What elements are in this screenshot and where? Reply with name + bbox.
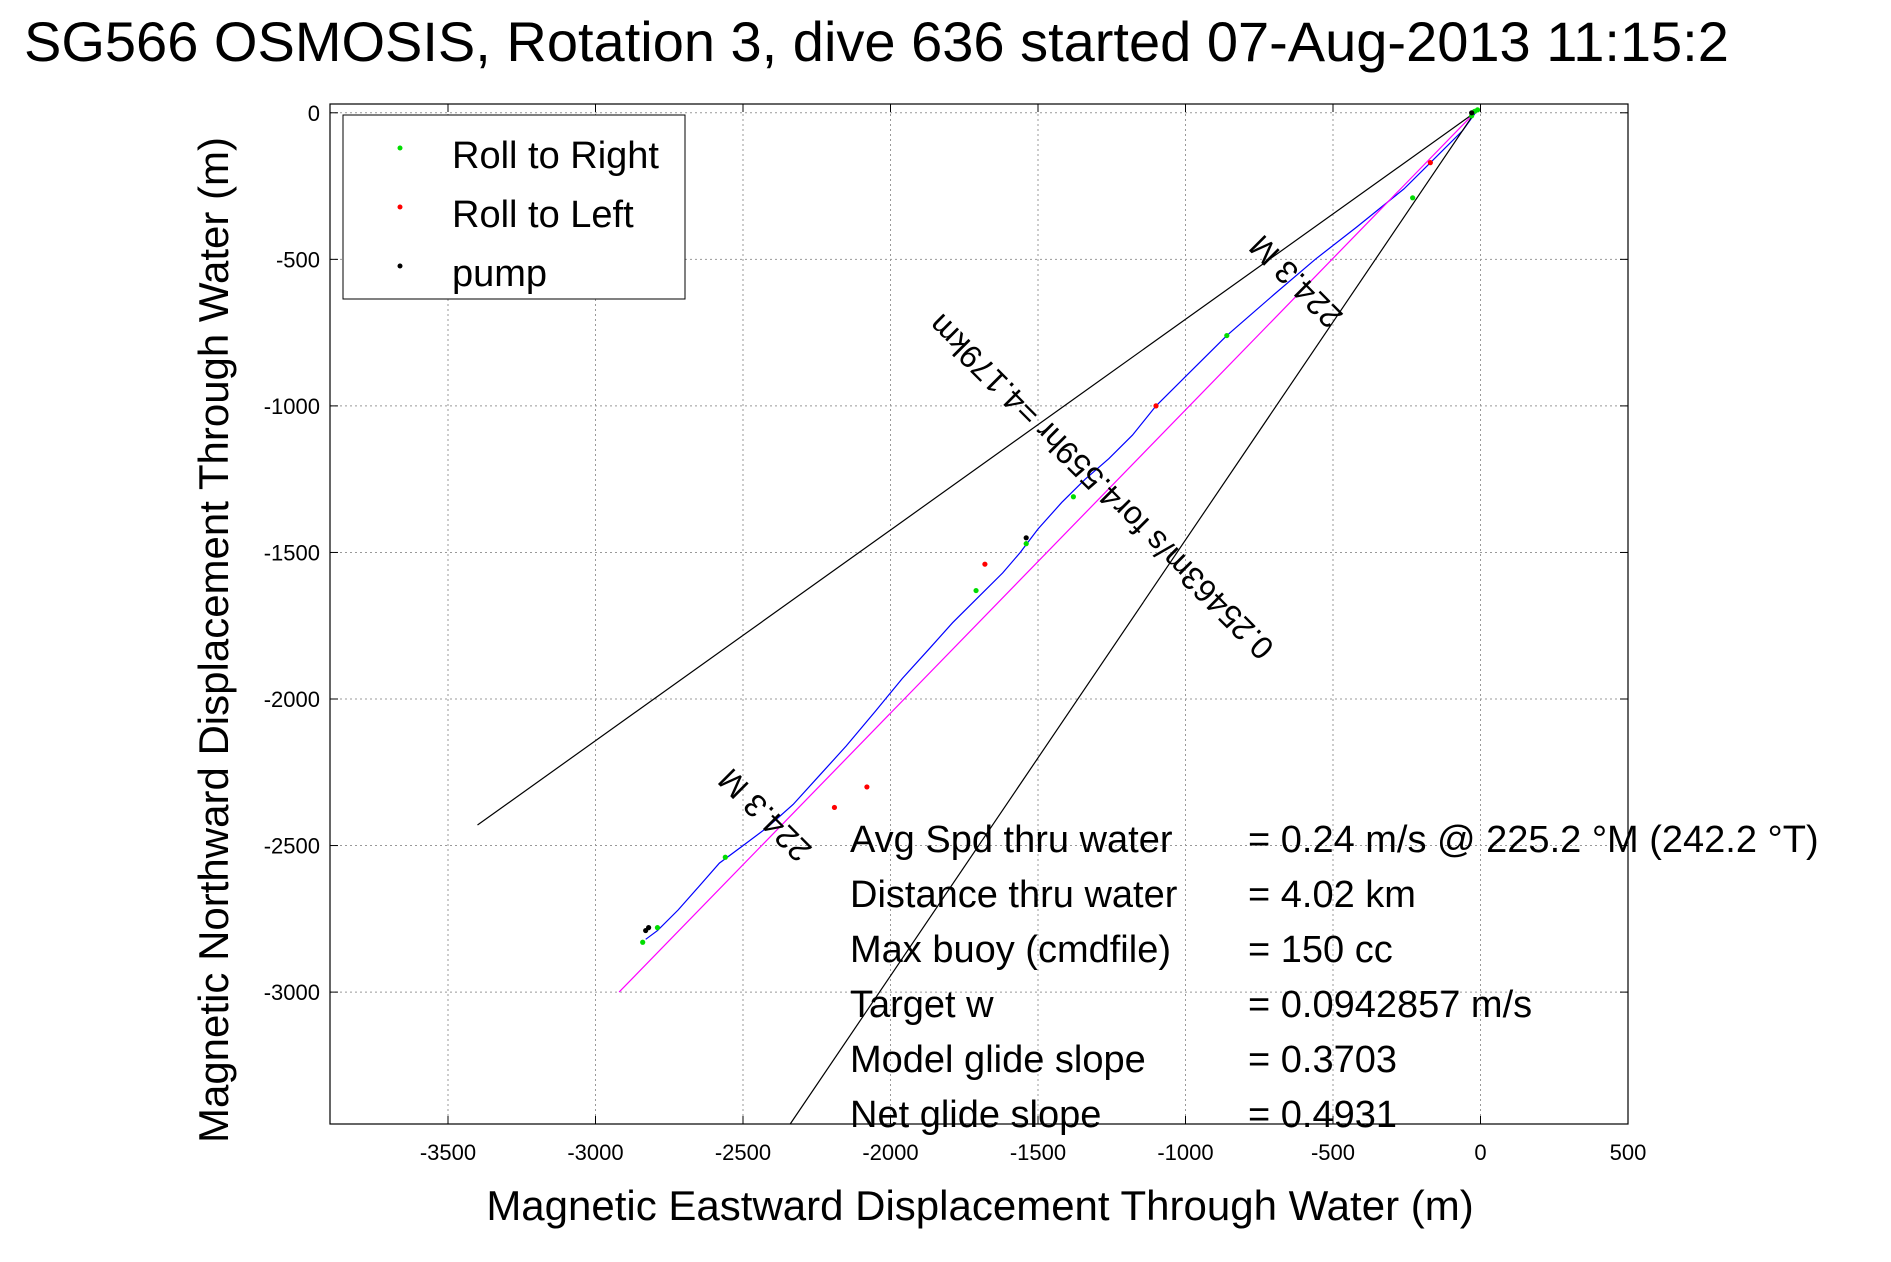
- point-roll-to-left: [864, 784, 870, 790]
- stats-block: Avg Spd thru water = 0.24 m/s @ 225.2 °M …: [850, 819, 1819, 1136]
- legend-marker: [397, 145, 403, 151]
- point-roll-to-right: [654, 925, 661, 931]
- stat-value: = 0.0942857 m/s: [1248, 984, 1532, 1026]
- y-tick-label: -3000: [264, 980, 320, 1005]
- point-roll-to-right: [1023, 541, 1029, 547]
- stat-value: = 4.02 km: [1248, 874, 1416, 916]
- x-tick-label: -1000: [1157, 1140, 1213, 1165]
- plot-frame: [329, 103, 1629, 1125]
- point-roll-to-left: [831, 804, 838, 811]
- x-tick-label: 500: [1610, 1140, 1647, 1165]
- x-tick-label: -3500: [420, 1140, 476, 1165]
- y-tick-label: -2500: [264, 834, 320, 859]
- point-roll-to-right: [1224, 332, 1230, 339]
- y-tick-label: -1000: [264, 394, 320, 419]
- legend: Roll to Right Roll to Left pump: [342, 114, 686, 300]
- y-axis-label: Magnetic Northward Displacement Through …: [190, 137, 237, 1143]
- point-roll-to-right: [1474, 107, 1481, 113]
- point-roll-to-left: [982, 561, 988, 567]
- annotation-label: 0.25463m/s for4.559hr =4.179km: [921, 307, 1280, 666]
- y-tick-label: -2000: [264, 687, 320, 712]
- point-roll-to-right: [640, 939, 646, 945]
- legend-label: pump: [452, 253, 547, 295]
- annotations: 224.3 M0.25463m/s for4.559hr =4.179km224…: [711, 228, 1349, 869]
- point-roll-to-right: [1070, 494, 1076, 500]
- series-line-4: [618, 112, 1476, 993]
- series-line-3: [645, 109, 1478, 940]
- series-lines: [477, 109, 1478, 1125]
- stat-value: = 0.24 m/s @ 225.2 °M (242.2 °T): [1248, 819, 1819, 861]
- legend-label: Roll to Left: [452, 194, 634, 236]
- legend-marker: [397, 263, 403, 269]
- stat-label: Model glide slope: [850, 1039, 1146, 1081]
- point-roll-to-left: [1153, 403, 1159, 409]
- ticks: -3500 -3000 -2500 -2000 -1500 -1000 -500 0 500 0 -…: [264, 101, 1647, 1165]
- x-tick-label: 0: [1474, 1140, 1486, 1165]
- stat-label: Target w: [850, 984, 994, 1026]
- y-tick-label: -500: [276, 247, 320, 272]
- x-tick-label: -3000: [567, 1140, 623, 1165]
- chart-title: SG566 OSMOSIS, Rotation 3, dive 636 star…: [24, 10, 1729, 73]
- point-roll-to-right: [973, 587, 979, 594]
- stat-value: = 0.4931: [1248, 1094, 1397, 1136]
- y-tick-label: 0: [308, 101, 320, 126]
- point-roll-to-left: [1427, 160, 1433, 166]
- series-points: [640, 107, 1481, 945]
- x-tick-label: -500: [1311, 1140, 1355, 1165]
- legend-marker: [397, 204, 403, 210]
- stat-label: Avg Spd thru water: [850, 819, 1173, 861]
- series-line-5: [477, 112, 1475, 826]
- legend-label: Roll to Right: [452, 135, 659, 177]
- point-pump: [1469, 110, 1475, 116]
- point-roll-to-right: [722, 854, 728, 860]
- point-pump: [646, 925, 652, 931]
- x-tick-label: -2000: [862, 1140, 918, 1165]
- series-line-6: [789, 112, 1476, 1125]
- x-tick-label: -2500: [715, 1140, 771, 1165]
- point-roll-to-right: [1410, 195, 1416, 201]
- annotation-label: 224.3 M: [711, 762, 818, 869]
- point-pump: [1023, 535, 1029, 541]
- stat-label: Distance thru water: [850, 874, 1178, 916]
- stat-label: Max buoy (cmdfile): [850, 929, 1171, 971]
- stat-value: = 150 cc: [1248, 929, 1393, 971]
- y-tick-label: -1500: [264, 540, 320, 565]
- stat-value: = 0.3703: [1248, 1039, 1397, 1081]
- x-axis-label: Magnetic Eastward Displacement Through W…: [486, 1182, 1473, 1229]
- x-tick-label: -1500: [1010, 1140, 1066, 1165]
- stat-label: Net glide slope: [850, 1094, 1101, 1136]
